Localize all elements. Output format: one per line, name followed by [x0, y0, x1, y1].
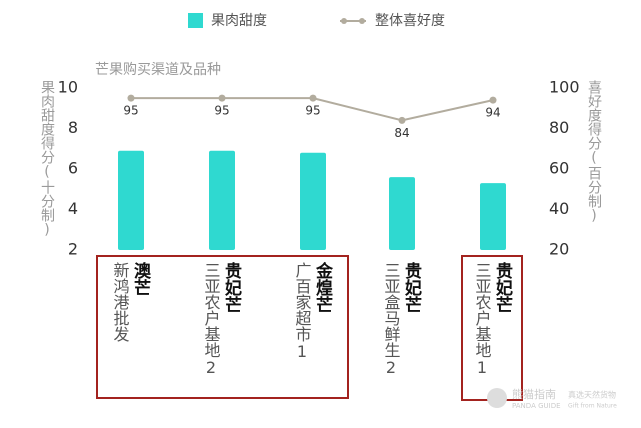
channel-label: 广百家超市1: [293, 262, 312, 361]
legend-label: 果肉甜度: [211, 13, 267, 29]
x-tick-label: 贵妃芒: [492, 261, 513, 313]
y-axis-title: 果肉甜度得分(十分制): [39, 80, 55, 238]
highlight-box: [96, 255, 349, 399]
y2-tick-label: 60: [549, 159, 569, 178]
data-label: 95: [305, 104, 320, 118]
line-point: [127, 94, 135, 102]
x-tick-label: 澳芒: [130, 261, 151, 296]
legend-swatch: [341, 18, 347, 24]
y2-axis-title: 喜好度得分(百分制): [586, 80, 602, 224]
channel-label: 新鸿港批发: [111, 262, 130, 342]
channel-label: 三亚农户基地1: [473, 262, 492, 377]
line-point: [398, 116, 406, 124]
y-tick-label: 4: [68, 199, 78, 218]
line-point: [309, 94, 317, 102]
bar: [300, 152, 326, 250]
y-tick-label: 2: [68, 240, 78, 259]
legend-swatch: [359, 18, 365, 24]
bar: [209, 150, 235, 250]
legend-label: 整体喜好度: [375, 13, 445, 29]
y2-tick-label: 40: [549, 199, 569, 218]
channel-label: 三亚盒马鲜生2: [382, 262, 401, 377]
bar: [480, 183, 506, 250]
watermark-name: 熊猫指南: [512, 387, 556, 401]
bar: [389, 177, 415, 250]
watermark-slogan: 真选天然货物: [568, 390, 616, 400]
watermark-name-en: PANDA GUIDE: [512, 402, 561, 410]
x-tick-label: 贵妃芒: [401, 261, 422, 313]
y2-tick-label: 20: [549, 240, 569, 259]
x-tick-label: 金煌芒: [312, 261, 334, 313]
chart-title: 芒果购买渠道及品种: [95, 62, 221, 78]
y-tick-label: 8: [68, 118, 78, 137]
y-tick-label: 10: [58, 78, 78, 97]
legend-swatch: [188, 13, 203, 28]
y2-tick-label: 80: [549, 118, 569, 137]
data-label: 95: [214, 104, 229, 118]
data-label: 94: [485, 106, 500, 120]
data-label: 84: [394, 126, 409, 140]
line-point: [489, 96, 497, 104]
line-point: [218, 94, 226, 102]
y2-tick-label: 100: [549, 78, 580, 97]
channel-label: 三亚农户基地2: [202, 262, 221, 377]
bar: [118, 150, 144, 250]
data-label: 95: [123, 104, 138, 118]
watermark-logo: [487, 388, 507, 408]
x-tick-label: 贵妃芒: [221, 261, 242, 313]
watermark-slogan-en: Gift from Nature: [568, 403, 617, 410]
y-tick-label: 6: [68, 159, 78, 178]
